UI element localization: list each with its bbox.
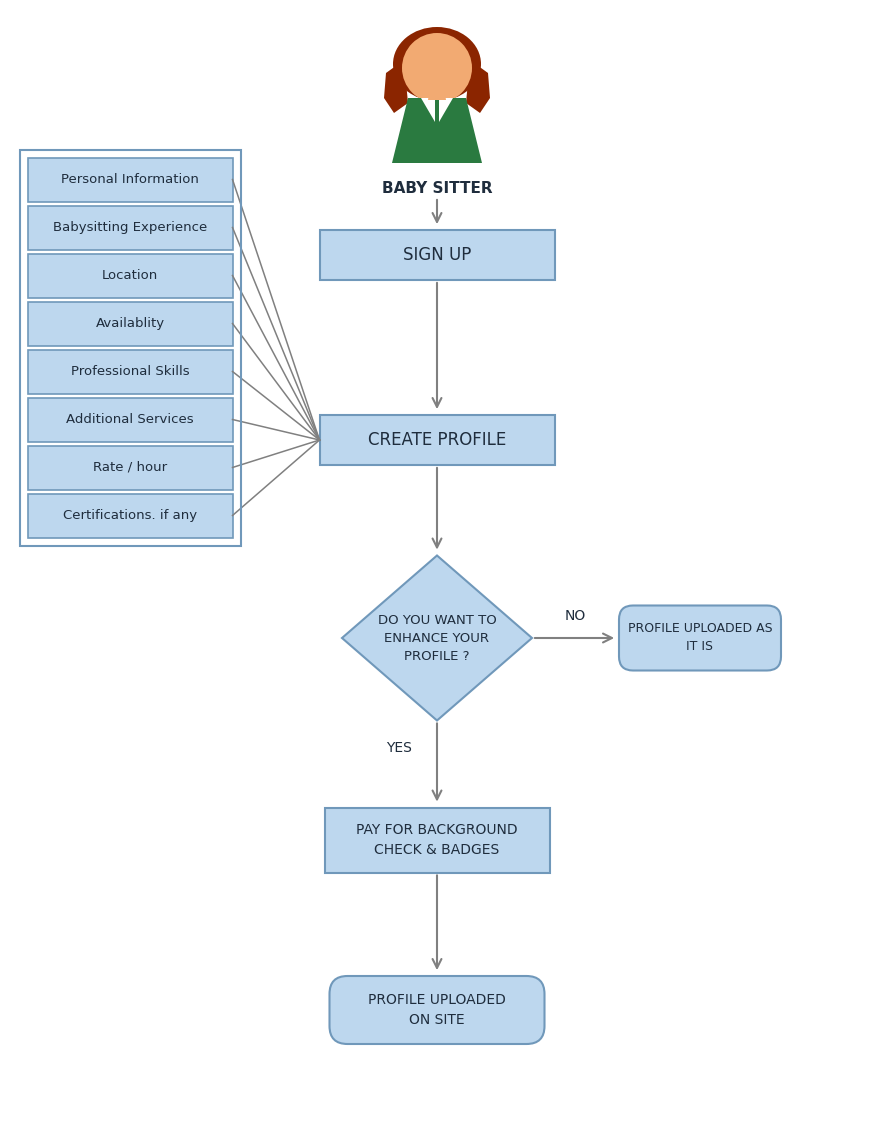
Text: BABY SITTER: BABY SITTER [382, 181, 492, 196]
Text: Babysitting Experience: Babysitting Experience [52, 221, 207, 234]
Bar [27, 254, 232, 298]
Text: Certifications. if any: Certifications. if any [63, 509, 197, 522]
Bar [27, 398, 232, 442]
Text: PAY FOR BACKGROUND
CHECK & BADGES: PAY FOR BACKGROUND CHECK & BADGES [357, 823, 517, 857]
Polygon shape [384, 60, 408, 113]
Polygon shape [342, 556, 532, 720]
Bar [19, 150, 240, 545]
Bar [27, 158, 232, 202]
Ellipse shape [393, 27, 481, 101]
Bar [27, 445, 232, 489]
Polygon shape [466, 60, 490, 113]
Polygon shape [421, 98, 435, 122]
Text: Additional Services: Additional Services [66, 412, 194, 426]
Text: Personal Information: Personal Information [61, 174, 199, 186]
FancyBboxPatch shape [329, 976, 545, 1044]
Circle shape [402, 33, 472, 103]
Text: DO YOU WANT TO
ENHANCE YOUR
PROFILE ?: DO YOU WANT TO ENHANCE YOUR PROFILE ? [378, 613, 496, 663]
Text: PROFILE UPLOADED AS
IT IS: PROFILE UPLOADED AS IT IS [628, 622, 773, 654]
Polygon shape [428, 86, 446, 100]
Text: YES: YES [386, 742, 412, 755]
Text: Availablity: Availablity [95, 317, 164, 330]
Text: Rate / hour: Rate / hour [93, 461, 167, 474]
Text: PROFILE UPLOADED
ON SITE: PROFILE UPLOADED ON SITE [368, 993, 506, 1027]
Text: Location: Location [102, 269, 158, 282]
Bar [27, 349, 232, 393]
Text: NO: NO [565, 609, 586, 623]
Bar [27, 205, 232, 249]
Bar [27, 494, 232, 538]
Text: Professional Skills: Professional Skills [71, 365, 190, 378]
Bar [27, 302, 232, 346]
Bar [324, 808, 550, 872]
Text: CREATE PROFILE: CREATE PROFILE [368, 431, 506, 449]
Polygon shape [392, 98, 482, 163]
FancyBboxPatch shape [619, 605, 781, 671]
Polygon shape [439, 98, 453, 122]
Bar [320, 415, 554, 465]
Text: SIGN UP: SIGN UP [403, 246, 471, 264]
Bar [320, 230, 554, 279]
